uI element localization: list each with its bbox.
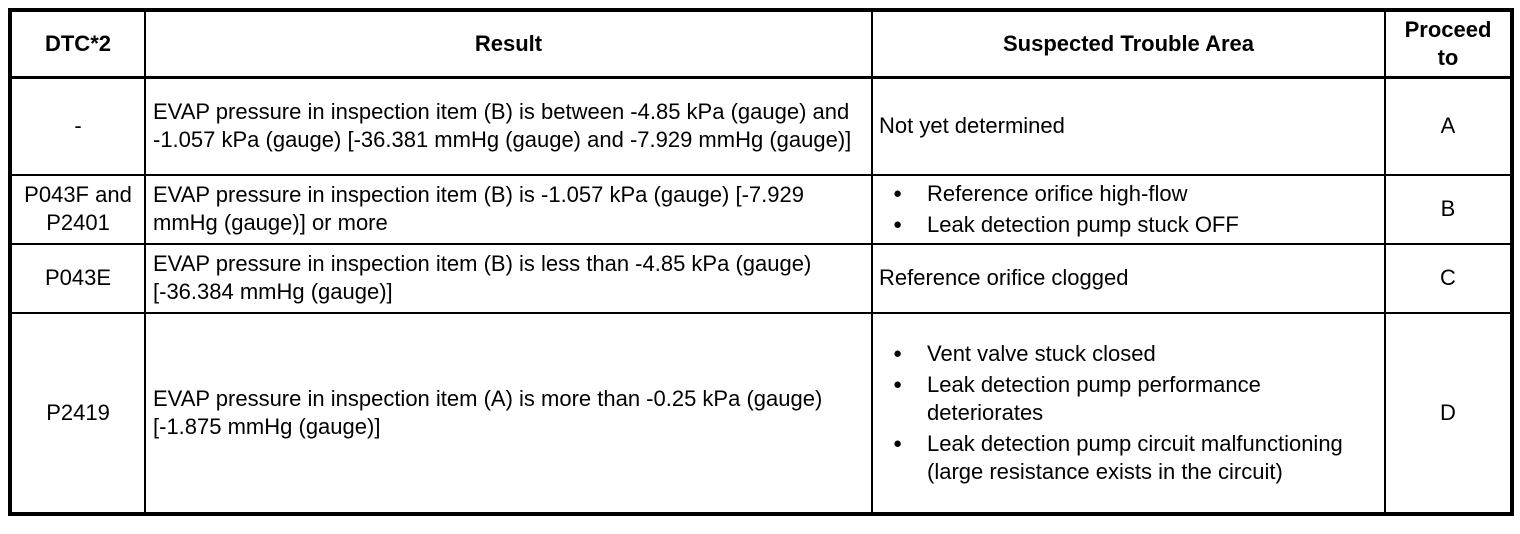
proceed-cell: A [1384,76,1513,176]
table-row: P043F and P2401 EVAP pressure in inspect… [9,173,1513,245]
trouble-item-label: Reference orifice high-flow [927,180,1188,206]
col-header-trouble-area: Suspected Trouble Area [871,9,1386,79]
col-header-proceed-to: Proceed to [1384,9,1513,79]
bullet-icon: ● [893,215,903,233]
col-header-dtc: DTC*2 [9,9,146,79]
dtc-cell: P2419 [9,311,146,515]
result-cell: EVAP pressure in inspection item (B) is … [144,173,873,245]
result-cell: EVAP pressure in inspection item (A) is … [144,311,873,515]
proceed-cell: D [1384,311,1513,515]
trouble-cell: Not yet determined [871,76,1386,176]
bullet-icon: ● [893,434,903,452]
result-cell: EVAP pressure in inspection item (B) is … [144,242,873,314]
dtc-diagnostic-table: DTC*2 Result Suspected Trouble Area Proc… [8,8,1514,516]
dtc-cell: P043E [9,242,146,314]
dtc-cell: - [9,76,146,176]
trouble-item-label: Leak detection pump stuck OFF [927,211,1239,237]
bullet-icon: ● [893,344,903,362]
proceed-cell: C [1384,242,1513,314]
dtc-cell: P043F and P2401 [9,173,146,245]
trouble-item: ● Leak detection pump stuck OFF [879,211,1370,239]
table-row: - EVAP pressure in inspection item (B) i… [9,76,1513,176]
trouble-item-label: Vent valve stuck closed [927,340,1156,366]
col-header-result: Result [144,9,873,79]
trouble-bullet-list: ● Vent valve stuck closed ● Leak detecti… [879,340,1370,486]
trouble-item: ● Leak detection pump performance deteri… [879,371,1370,427]
trouble-item-label: Leak detection pump circuit malfunctioni… [927,430,1343,484]
table-row: P2419 EVAP pressure in inspection item (… [9,311,1513,515]
trouble-item: ● Vent valve stuck closed [879,340,1370,368]
result-cell: EVAP pressure in inspection item (B) is … [144,76,873,176]
trouble-item-label: Leak detection pump performance deterior… [927,371,1261,425]
trouble-cell: ● Reference orifice high-flow ● Leak det… [871,173,1386,245]
proceed-cell: B [1384,173,1513,245]
bullet-icon: ● [893,375,903,393]
trouble-bullet-list: ● Reference orifice high-flow ● Leak det… [879,180,1370,239]
bullet-icon: ● [893,184,903,202]
table-header-row: DTC*2 Result Suspected Trouble Area Proc… [9,9,1513,79]
trouble-cell: Reference orifice clogged [871,242,1386,314]
trouble-item: ● Reference orifice high-flow [879,180,1370,208]
trouble-item: ● Leak detection pump circuit malfunctio… [879,430,1370,486]
table-row: P043E EVAP pressure in inspection item (… [9,242,1513,314]
trouble-cell: ● Vent valve stuck closed ● Leak detecti… [871,311,1386,515]
